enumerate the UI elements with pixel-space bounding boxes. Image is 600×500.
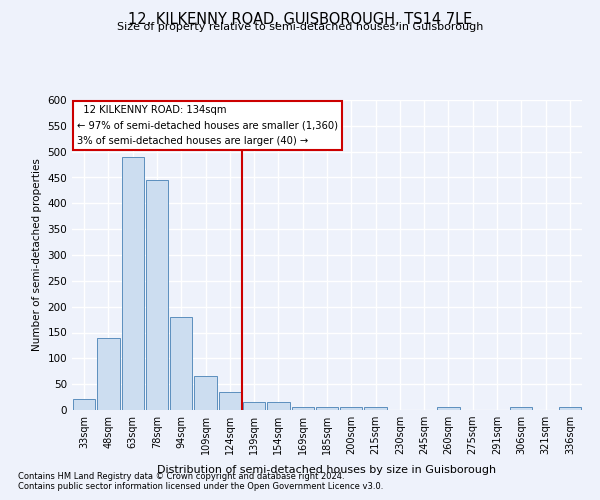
Y-axis label: Number of semi-detached properties: Number of semi-detached properties xyxy=(32,158,42,352)
Text: Size of property relative to semi-detached houses in Guisborough: Size of property relative to semi-detach… xyxy=(117,22,483,32)
Text: Contains public sector information licensed under the Open Government Licence v3: Contains public sector information licen… xyxy=(18,482,383,491)
X-axis label: Distribution of semi-detached houses by size in Guisborough: Distribution of semi-detached houses by … xyxy=(157,466,497,475)
Bar xyxy=(292,408,314,410)
Bar xyxy=(97,338,119,410)
Bar xyxy=(267,402,290,410)
Bar xyxy=(364,408,387,410)
Bar xyxy=(340,408,362,410)
Bar xyxy=(437,408,460,410)
Text: 12, KILKENNY ROAD, GUISBOROUGH, TS14 7LE: 12, KILKENNY ROAD, GUISBOROUGH, TS14 7LE xyxy=(128,12,472,28)
Bar xyxy=(243,402,265,410)
Bar xyxy=(122,157,144,410)
Bar xyxy=(316,408,338,410)
Bar xyxy=(510,408,532,410)
Text: Contains HM Land Registry data © Crown copyright and database right 2024.: Contains HM Land Registry data © Crown c… xyxy=(18,472,344,481)
Bar xyxy=(218,392,241,410)
Bar xyxy=(146,180,168,410)
Bar xyxy=(194,376,217,410)
Bar xyxy=(73,398,95,410)
Bar xyxy=(559,408,581,410)
Bar xyxy=(170,317,193,410)
Text: 12 KILKENNY ROAD: 134sqm
← 97% of semi-detached houses are smaller (1,360)
3% of: 12 KILKENNY ROAD: 134sqm ← 97% of semi-d… xyxy=(77,104,338,146)
